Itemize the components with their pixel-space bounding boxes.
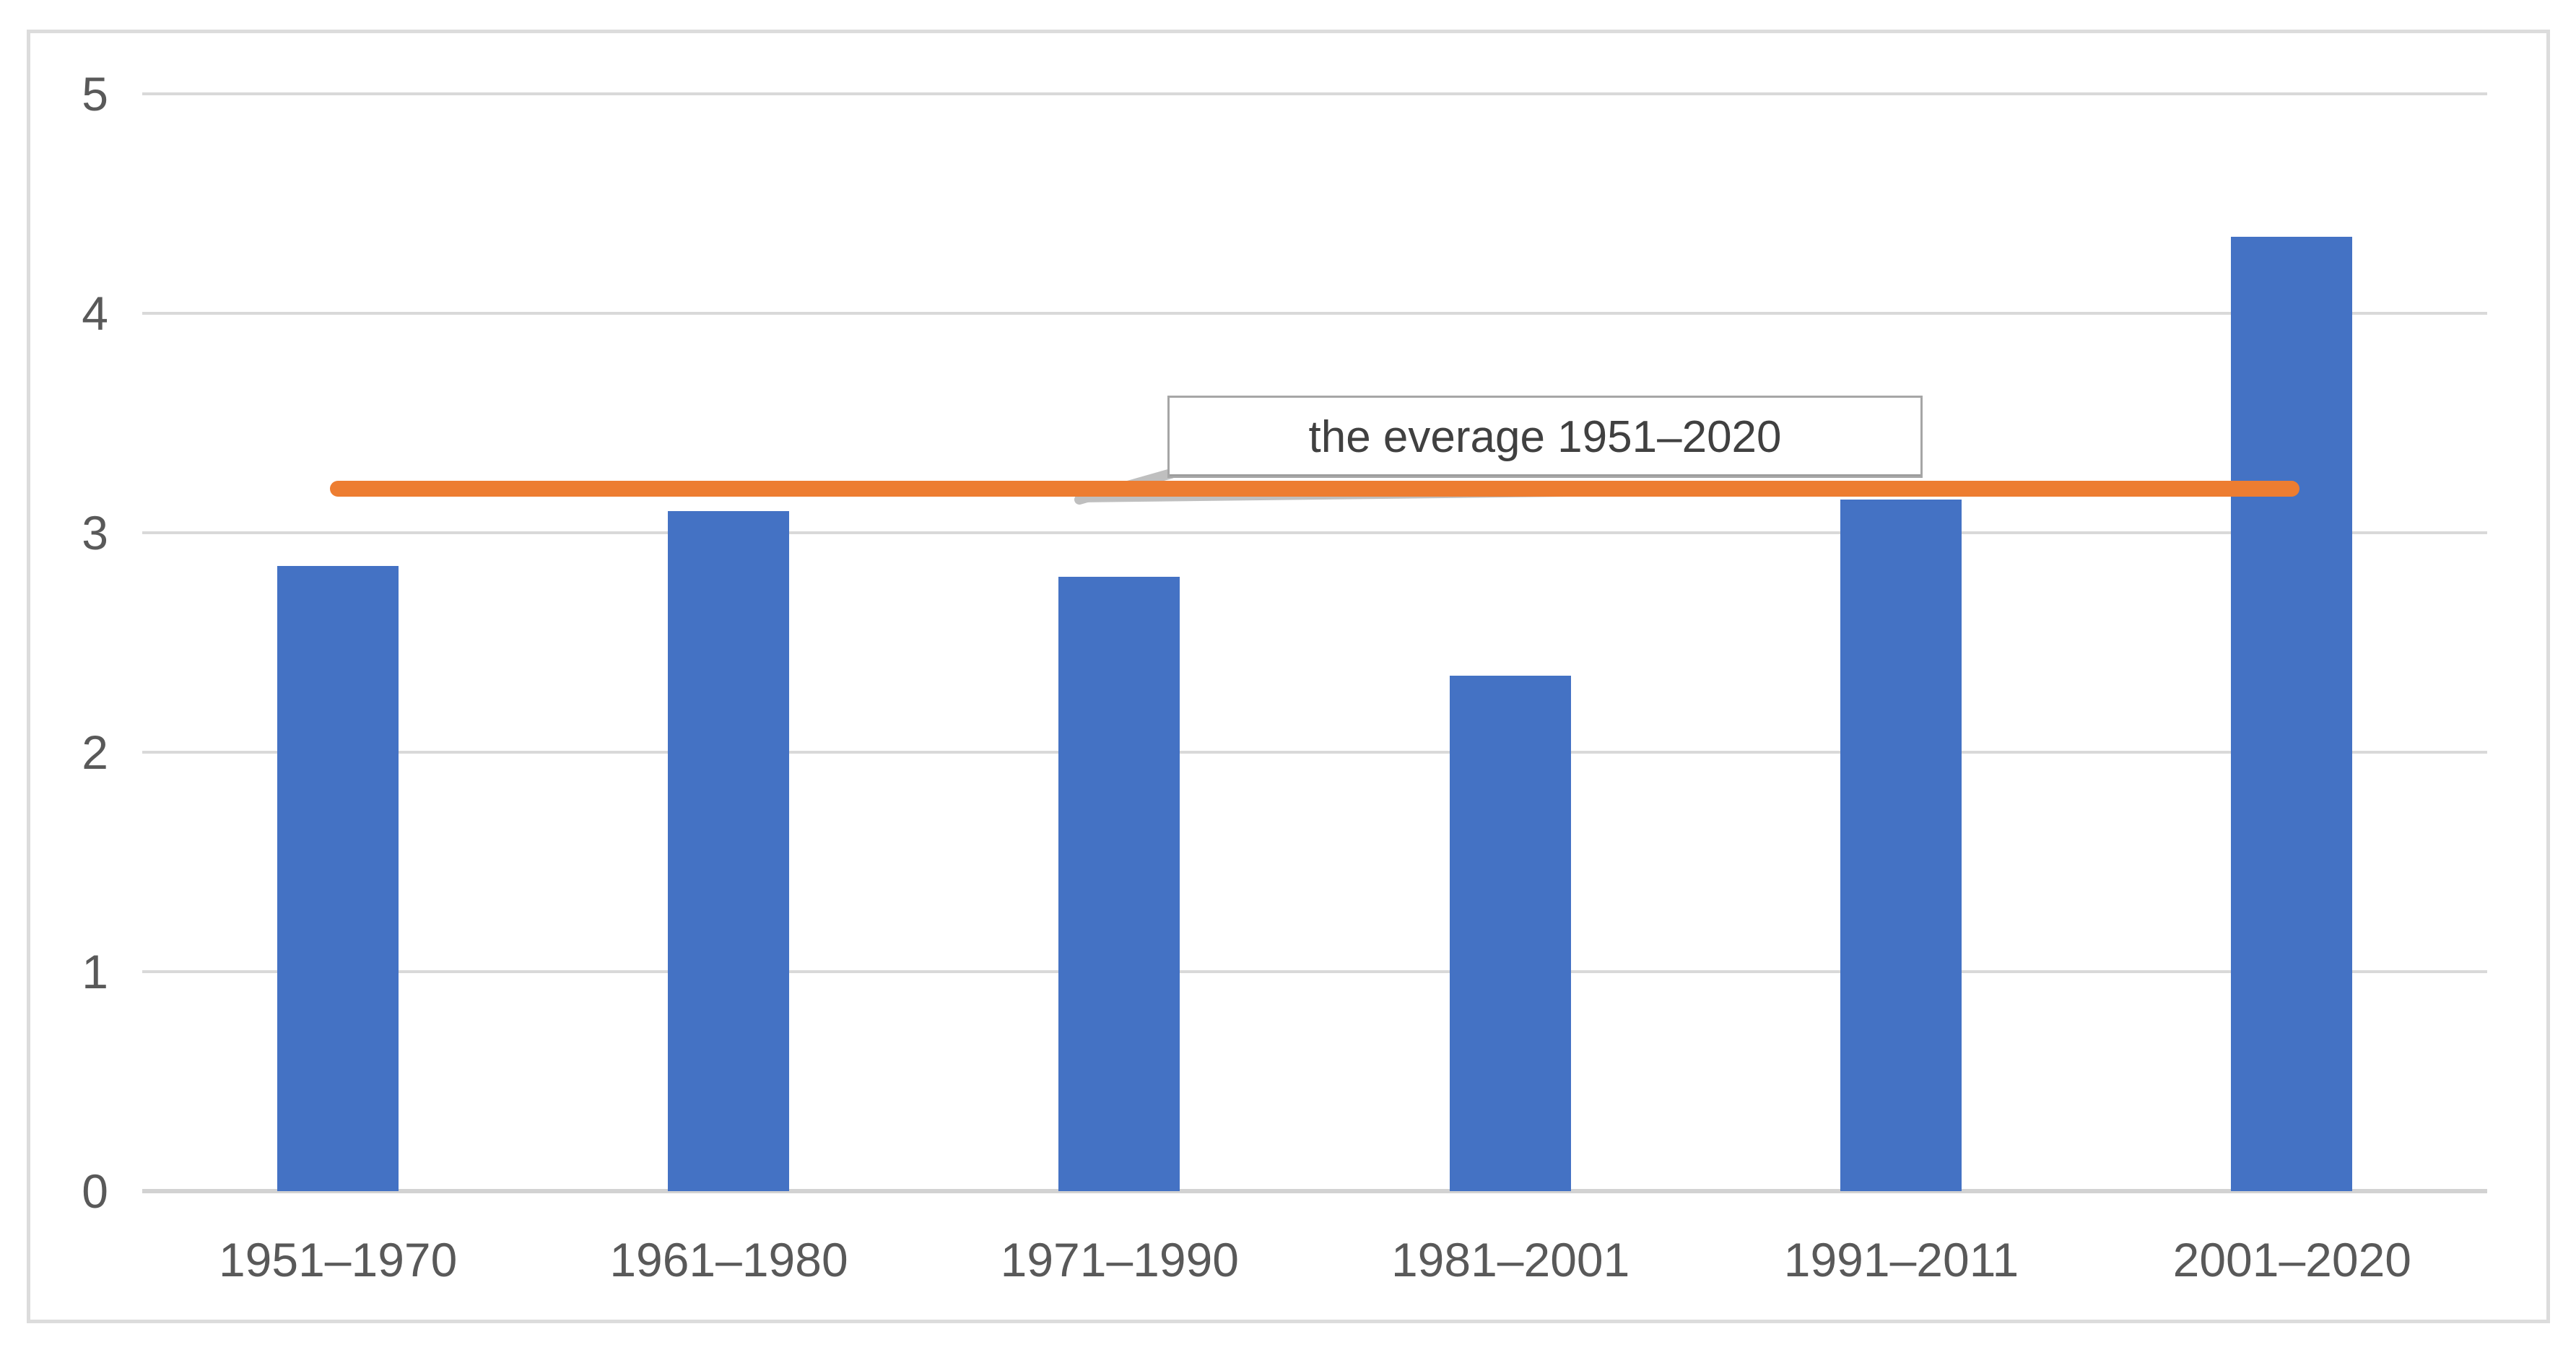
y-tick-label: 4 [82,287,108,340]
chart-plot-border [27,30,2550,1323]
gridline [142,312,2487,315]
bar [668,510,789,1191]
x-tick-label: 1991–2011 [1783,1233,2019,1286]
average-line [329,481,2300,497]
gridline [142,970,2487,973]
gridline [142,92,2487,95]
y-tick-label: 3 [82,506,108,559]
x-tick-label: 2001–2020 [2172,1233,2411,1286]
x-tick-label: 1961–1980 [609,1233,848,1286]
x-axis-line [142,1189,2487,1193]
bar [277,565,399,1191]
bar [2231,236,2353,1191]
y-tick-label: 5 [82,67,108,121]
x-tick-label: 1971–1990 [1000,1233,1239,1286]
callout-label: the everage 1951–2020 [1308,411,1782,462]
x-tick-label: 1981–2001 [1391,1233,1630,1286]
x-tick-label: 1951–1970 [218,1233,458,1286]
bar [1449,675,1571,1191]
y-tick-label: 0 [82,1164,108,1218]
bar [1840,500,1962,1191]
gridline [142,531,2487,534]
y-tick-label: 2 [82,726,108,779]
gridline [142,751,2487,754]
callout-box: the everage 1951–2020 [1167,396,1923,478]
bar [1058,576,1180,1191]
y-tick-label: 1 [82,945,108,998]
